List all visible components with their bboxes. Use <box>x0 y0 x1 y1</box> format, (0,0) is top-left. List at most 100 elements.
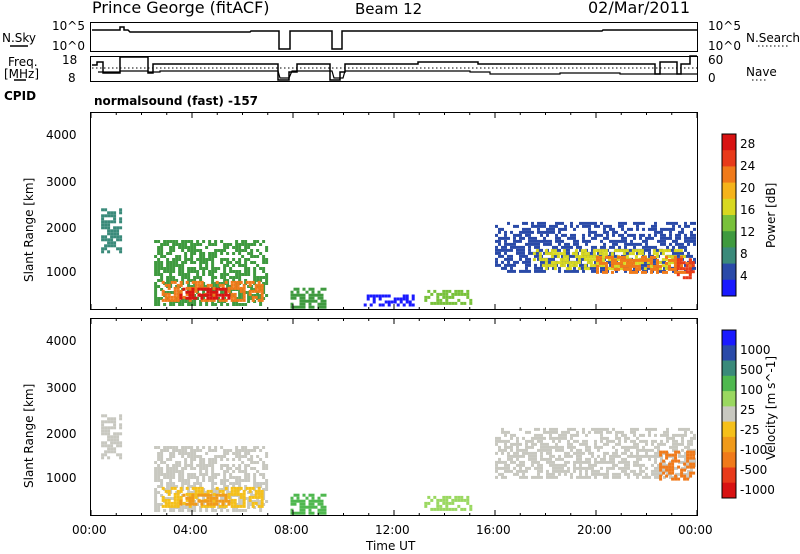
power-cell-1 <box>220 249 224 252</box>
velocity-cell-1 <box>238 482 242 485</box>
power-cell-9 <box>665 270 668 274</box>
velocity-cell-5 <box>454 495 458 499</box>
power-cell-2 <box>257 298 261 302</box>
velocity-cell-6 <box>651 469 654 473</box>
velocity-cell-1 <box>223 455 227 458</box>
velocity-cell-7 <box>671 477 675 481</box>
power-cell-4 <box>299 302 303 306</box>
velocity-cell-1 <box>181 476 185 479</box>
power-cell-1 <box>154 255 158 258</box>
velocity-cell-1 <box>253 461 257 464</box>
power-cell-8 <box>544 264 548 268</box>
velocity-cell-1 <box>169 497 173 500</box>
power-cbar-swatch-8 <box>722 263 736 281</box>
power-cell-1 <box>184 246 188 249</box>
velocity-cell-2 <box>173 501 177 505</box>
power-cell-1 <box>253 276 257 279</box>
velocity-cell-0 <box>119 414 123 418</box>
power-cbar-8: 8 <box>740 247 748 261</box>
power-cell-1 <box>208 240 212 243</box>
velocity-cell-1 <box>193 476 197 479</box>
velocity-cell-6 <box>654 445 657 449</box>
velocity-cell-6 <box>606 460 609 464</box>
velocity-cell-5 <box>424 504 428 508</box>
power-cell-3 <box>182 287 186 291</box>
velocity-cell-1 <box>238 476 242 479</box>
power-cell-2 <box>167 295 171 299</box>
velocity-cell-6 <box>576 460 579 464</box>
velocity-cell-1 <box>166 476 170 479</box>
power-cell-1 <box>205 303 209 306</box>
power-cell-10 <box>685 267 689 271</box>
velocity-cell-6 <box>549 475 552 479</box>
power-cell-10 <box>685 276 689 280</box>
power-cell-1 <box>262 276 266 279</box>
power-cell-1 <box>157 273 161 276</box>
power-cell-1 <box>172 243 176 246</box>
velocity-cell-6 <box>624 469 627 473</box>
power-cell-7 <box>552 224 555 228</box>
power-cell-9 <box>620 255 623 259</box>
power-cell-1 <box>163 243 167 246</box>
power-cell-7 <box>513 239 516 243</box>
velocity-cell-1 <box>193 506 197 509</box>
velocity-cell-4 <box>299 505 303 509</box>
velocity-cell-1 <box>178 479 182 482</box>
power-cell-0 <box>107 244 111 248</box>
power-cell-0 <box>116 235 120 239</box>
velocity-cell-4 <box>320 493 324 497</box>
velocity-cell-6 <box>675 442 678 446</box>
velocity-cell-2 <box>233 501 237 505</box>
power-cell-9 <box>689 264 692 268</box>
power-cell-2 <box>260 292 264 296</box>
velocity-cell-1 <box>247 464 251 467</box>
power-cell-2 <box>200 298 204 302</box>
power-cell-8 <box>586 258 590 262</box>
power-cell-1 <box>259 252 263 255</box>
power-cell-9 <box>644 270 647 274</box>
velocity-cell-0 <box>113 450 117 454</box>
power-cell-1 <box>211 243 215 246</box>
velocity-cell-3 <box>206 496 210 500</box>
velocity-cell-6 <box>516 439 519 443</box>
velocity-cell-7 <box>674 456 678 460</box>
power-cell-2 <box>194 280 198 284</box>
power-cell-7 <box>654 245 657 249</box>
velocity-cell-5 <box>436 504 440 508</box>
power-cell-7 <box>663 260 666 264</box>
power-cell-1 <box>154 291 158 294</box>
power-cell-1 <box>154 288 158 291</box>
power-cell-4 <box>308 299 312 303</box>
power-cell-1 <box>226 261 230 264</box>
power-cell-7 <box>582 269 585 273</box>
power-cell-1 <box>244 303 248 306</box>
velocity-cell-2 <box>257 489 261 493</box>
power-cell-1 <box>211 255 215 258</box>
velocity-cell-1 <box>187 479 191 482</box>
velocity-cell-6 <box>630 430 633 434</box>
velocity-cell-6 <box>555 436 558 440</box>
velocity-cell-6 <box>627 448 630 452</box>
velocity-cell-1 <box>247 476 251 479</box>
power-cell-0 <box>104 214 108 218</box>
velocity-cell-6 <box>522 460 525 464</box>
power-cell-0 <box>113 244 117 248</box>
velocity-cell-2 <box>206 489 210 493</box>
power-cell-7 <box>579 248 582 252</box>
vel-cbar-m100: -100 <box>740 443 768 457</box>
velocity-cell-2 <box>227 495 231 499</box>
velocity-cell-2 <box>230 504 234 508</box>
velocity-cell-6 <box>585 439 588 443</box>
power-cell-7 <box>573 239 576 243</box>
velocity-cell-2 <box>161 498 165 502</box>
velocity-cell-3 <box>206 502 210 506</box>
power-cell-1 <box>235 276 239 279</box>
velocity-cell-6 <box>681 454 684 458</box>
power-cell-7 <box>543 239 546 243</box>
power-cell-7 <box>648 245 651 249</box>
power-cell-8 <box>610 252 614 256</box>
power-cell-7 <box>642 263 645 267</box>
velocity-cell-6 <box>507 454 510 458</box>
vel-cbar-1000: 1000 <box>740 343 771 357</box>
power-cell-1 <box>166 276 170 279</box>
